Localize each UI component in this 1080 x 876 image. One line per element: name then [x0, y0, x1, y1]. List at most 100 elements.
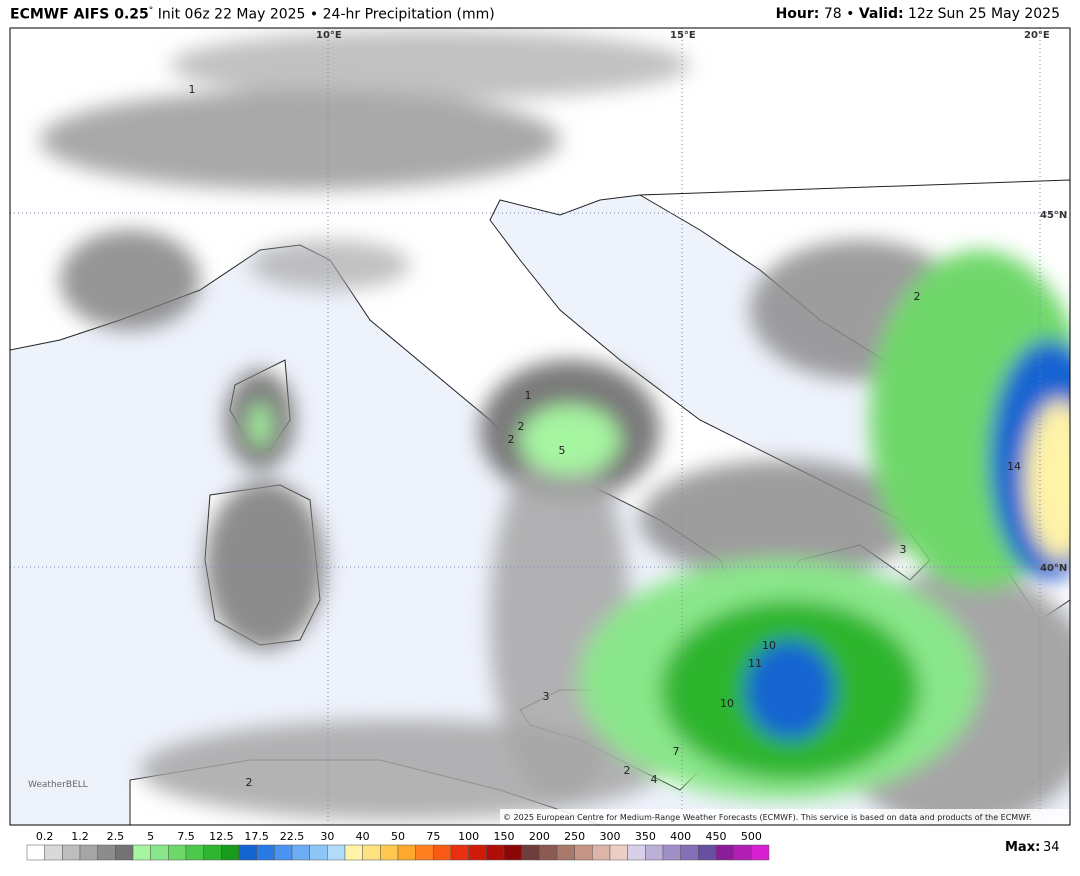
lon-label: 10°E	[316, 30, 342, 41]
valid: 12z Sun 25 May 2025	[908, 6, 1060, 22]
colorbar-label: 40	[356, 830, 370, 843]
colorbar-label: 2.5	[107, 830, 125, 843]
colorbar-label: 7.5	[177, 830, 195, 843]
sep: •	[846, 6, 855, 22]
contour-label: 2	[518, 420, 525, 433]
copyright: © 2025 European Centre for Medium-Range …	[503, 813, 1032, 822]
colorbar-swatch	[168, 844, 187, 861]
valid-label: Valid:	[858, 6, 904, 22]
colorbar-swatch	[115, 844, 134, 861]
colorbar-label: 400	[670, 830, 691, 843]
colorbar-swatch	[291, 844, 310, 861]
colorbar-swatch	[627, 844, 646, 861]
sep: •	[309, 6, 319, 23]
colorbar-swatch	[132, 844, 151, 861]
colorbar-swatch	[680, 844, 699, 861]
colorbar-swatch	[309, 844, 328, 861]
graticule	[10, 28, 1070, 825]
colorbar-label: 1.2	[71, 830, 89, 843]
contour-label: 2	[914, 290, 921, 303]
lat-label: 40°N	[1040, 563, 1067, 574]
colorbar-swatch	[397, 844, 416, 861]
contour-label: 1	[525, 389, 532, 402]
colorbar-swatch	[556, 844, 575, 861]
colorbar-label: 450	[706, 830, 727, 843]
colorbar-swatch	[574, 844, 593, 861]
colorbar-label: 12.5	[209, 830, 234, 843]
colorbar-swatch	[539, 844, 558, 861]
max-label: Max:	[1005, 840, 1040, 855]
lon-label: 20°E	[1024, 30, 1050, 41]
colorbar-swatch	[44, 844, 63, 861]
colorbar-swatch	[662, 844, 681, 861]
colorbar-swatch	[62, 844, 81, 861]
precip	[40, 30, 1070, 825]
map-frame	[9, 27, 1071, 826]
colorbar-swatch	[733, 844, 752, 861]
contour-label: 7	[673, 745, 680, 758]
contour-label: 2	[624, 764, 631, 777]
colorbar-swatch	[238, 844, 257, 861]
colorbar-swatch	[26, 844, 45, 861]
colorbar-swatch	[433, 844, 452, 861]
colorbar-swatch	[150, 844, 169, 861]
colorbar-label: 500	[741, 830, 762, 843]
contour-label: 10	[720, 697, 734, 710]
colorbar-label: 17.5	[244, 830, 269, 843]
hour-label: Hour:	[775, 6, 820, 22]
colorbar-swatch	[503, 844, 522, 861]
colorbar-label: 200	[529, 830, 550, 843]
colorbar-label: 22.5	[280, 830, 305, 843]
contour-label: 14	[1007, 460, 1021, 473]
header-left: ECMWF AIFS 0.25° Init 06z 22 May 2025 • …	[10, 6, 495, 23]
colorbar-label: 75	[426, 830, 440, 843]
colorbar-swatch	[415, 844, 434, 861]
colorbar-swatch	[645, 844, 664, 861]
colorbar-swatch	[609, 844, 628, 861]
max-value: 34	[1043, 840, 1060, 855]
colorbar-label: 150	[494, 830, 515, 843]
contour-label: 5	[559, 444, 566, 457]
colorbar-label: 300	[600, 830, 621, 843]
contour-label: 2	[246, 776, 253, 789]
contour-label: 10	[762, 639, 776, 652]
copyright-bg	[500, 809, 1070, 825]
colorbar-swatch	[362, 844, 381, 861]
colorbar-swatch	[521, 844, 540, 861]
colorbar-swatch	[274, 844, 293, 861]
lat-label: 45°N	[1040, 210, 1067, 221]
colorbar-swatch	[486, 844, 505, 861]
contour-label: 4	[651, 773, 658, 786]
map-body: 10°E 15°E 20°E 45°N 40°N 122510111014332…	[10, 28, 1070, 825]
colorbar-label: 250	[564, 830, 585, 843]
colorbar-label: 350	[635, 830, 656, 843]
colorbar-swatch	[221, 844, 240, 861]
degree: °	[148, 6, 154, 16]
contour-label: 3	[900, 543, 907, 556]
colorbar-label: 100	[458, 830, 479, 843]
colorbar-swatch	[751, 844, 770, 861]
colorbar-swatch	[592, 844, 611, 861]
colorbar-label: 30	[320, 830, 334, 843]
colorbar-swatch	[380, 844, 399, 861]
lon-label: 15°E	[670, 30, 696, 41]
colorbar-label: 0.2	[36, 830, 54, 843]
colorbar-swatch	[715, 844, 734, 861]
colorbar-swatch	[256, 844, 275, 861]
contour-label: 2	[508, 433, 515, 446]
contour-label: 3	[543, 690, 550, 703]
colorbar-swatch	[344, 844, 363, 861]
product: 24-hr Precipitation (mm)	[322, 6, 495, 23]
logo: WeatherBELL	[28, 780, 88, 790]
colorbar-label: 5	[147, 830, 154, 843]
colorbar-swatch	[698, 844, 717, 861]
colorbar-swatch	[203, 844, 222, 861]
contour-label: 1	[189, 83, 196, 96]
colorbar-swatch	[79, 844, 98, 861]
colorbar-swatch	[450, 844, 469, 861]
colorbar: 0.2 1.2 2.5 5 7.5 12.5 17.5 22.5 30 40 50 75 100 150 2…	[26, 830, 770, 861]
colorbar-swatch	[327, 844, 346, 861]
